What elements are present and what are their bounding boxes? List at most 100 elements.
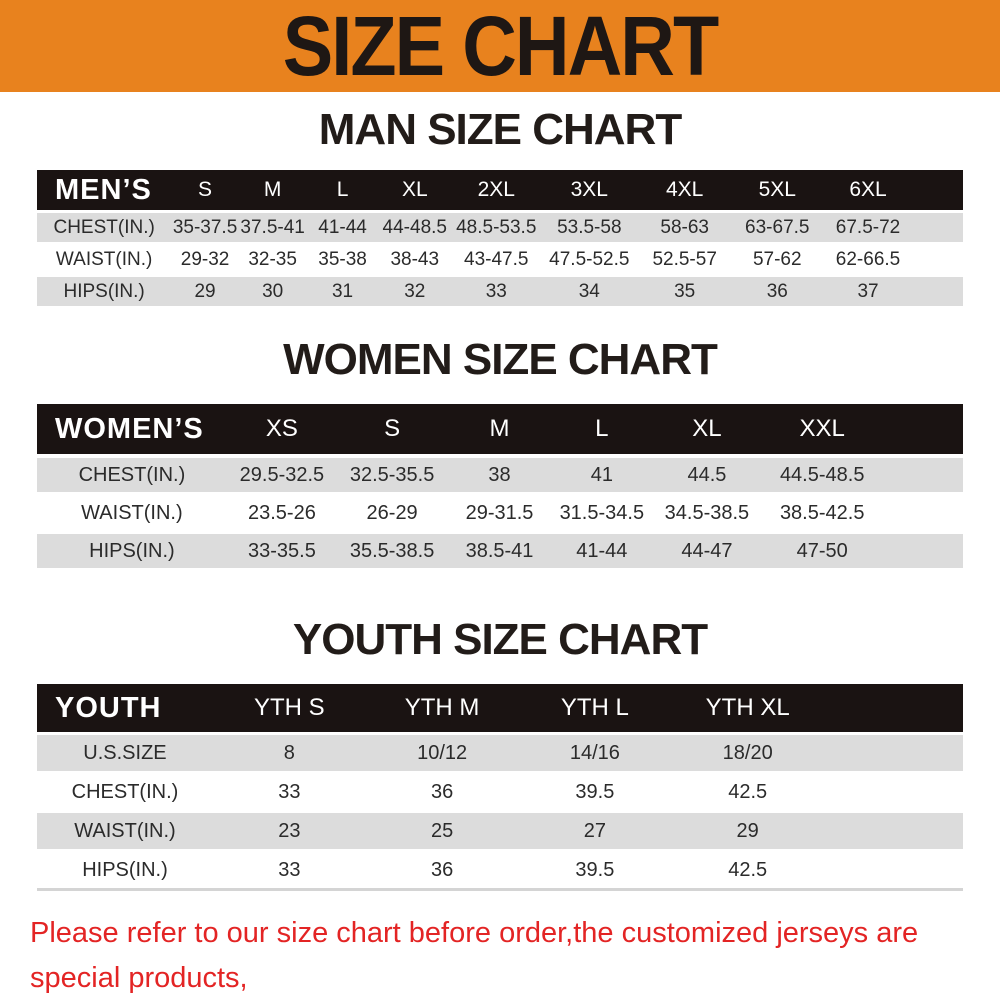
value-cell: 37 bbox=[822, 274, 914, 306]
value-cell: 47.5-52.5 bbox=[541, 242, 637, 276]
value-cell: 44.5-48.5 bbox=[762, 454, 883, 494]
value-cell: 42.5 bbox=[671, 849, 825, 891]
value-cell: 25 bbox=[365, 810, 519, 851]
youth-section-title: YOUTH SIZE CHART bbox=[292, 615, 708, 664]
value-cell: 36 bbox=[365, 771, 519, 812]
value-cell: 35-38 bbox=[306, 242, 379, 276]
banner: SIZE CHART bbox=[0, 0, 1000, 92]
table-row: WAIST(IN.) 29-32 32-35 35-38 38-43 43-47… bbox=[37, 242, 963, 276]
row-label: WAIST(IN.) bbox=[37, 242, 172, 276]
row-label: HIPS(IN.) bbox=[37, 530, 227, 568]
size-column-header: XL bbox=[378, 170, 451, 212]
size-column-header: S bbox=[337, 404, 448, 456]
filler-cell bbox=[882, 404, 963, 456]
size-column-header: L bbox=[306, 170, 379, 212]
filler-cell bbox=[824, 810, 963, 851]
value-cell: 26-29 bbox=[337, 492, 448, 532]
size-column-header: S bbox=[171, 170, 239, 212]
filler-cell bbox=[882, 454, 963, 494]
row-label: WAIST(IN.) bbox=[37, 492, 227, 532]
row-label: U.S.SIZE bbox=[37, 732, 213, 773]
value-cell: 38-43 bbox=[378, 242, 451, 276]
filler-cell bbox=[824, 732, 963, 773]
filler-cell bbox=[824, 684, 963, 734]
value-cell: 67.5-72 bbox=[822, 210, 914, 244]
value-cell: 36 bbox=[365, 849, 519, 891]
table-row: U.S.SIZE 8 10/12 14/16 18/20 bbox=[37, 732, 963, 773]
value-cell: 44-48.5 bbox=[378, 210, 451, 244]
table-row: CHEST(IN.) 33 36 39.5 42.5 bbox=[37, 771, 963, 812]
value-cell: 32-35 bbox=[238, 242, 307, 276]
value-cell: 32 bbox=[378, 274, 451, 306]
disclaimer-line-1: Please refer to our size chart before or… bbox=[30, 917, 919, 994]
value-cell: 38.5-41 bbox=[447, 530, 552, 568]
size-column-header: YTH M bbox=[365, 684, 519, 734]
women-header-label: WOMEN’S bbox=[37, 404, 227, 456]
men-header-label: MEN’S bbox=[37, 170, 172, 212]
size-column-header: 4XL bbox=[637, 170, 733, 212]
value-cell: 53.5-58 bbox=[541, 210, 637, 244]
value-cell: 44-47 bbox=[651, 530, 763, 568]
men-size-table: MEN’S S M L XL 2XL 3XL 4XL 5XL 6XL CHEST… bbox=[37, 170, 963, 306]
men-table-header: MEN’S S M L XL 2XL 3XL 4XL 5XL 6XL bbox=[37, 170, 963, 212]
table-row: CHEST(IN.) 29.5-32.5 32.5-35.5 38 41 44.… bbox=[37, 454, 963, 494]
value-cell: 63-67.5 bbox=[732, 210, 823, 244]
women-size-table: WOMEN’S XS S M L XL XXL CHEST(IN.) 29.5-… bbox=[37, 404, 963, 568]
value-cell: 37.5-41 bbox=[238, 210, 307, 244]
youth-size-table: YOUTH YTH S YTH M YTH L YTH XL U.S.SIZE … bbox=[37, 684, 963, 891]
filler-cell bbox=[824, 849, 963, 891]
value-cell: 34.5-38.5 bbox=[651, 492, 763, 532]
page-title: SIZE CHART bbox=[282, 0, 720, 94]
value-cell: 31 bbox=[306, 274, 379, 306]
value-cell: 35-37.5 bbox=[171, 210, 239, 244]
value-cell: 43-47.5 bbox=[450, 242, 542, 276]
size-column-header: XXL bbox=[762, 404, 883, 456]
value-cell: 29-32 bbox=[171, 242, 239, 276]
table-row: HIPS(IN.) 33 36 39.5 42.5 bbox=[37, 849, 963, 891]
table-header-row: WOMEN’S XS S M L XL XXL bbox=[37, 404, 963, 456]
value-cell: 52.5-57 bbox=[637, 242, 733, 276]
size-column-header: M bbox=[238, 170, 307, 212]
value-cell: 33 bbox=[450, 274, 542, 306]
value-cell: 42.5 bbox=[671, 771, 825, 812]
value-cell: 29 bbox=[171, 274, 239, 306]
value-cell: 38 bbox=[447, 454, 552, 494]
table-row: CHEST(IN.) 35-37.5 37.5-41 41-44 44-48.5… bbox=[37, 210, 963, 244]
value-cell: 62-66.5 bbox=[822, 242, 914, 276]
table-header-row: YOUTH YTH S YTH M YTH L YTH XL bbox=[37, 684, 963, 734]
filler-cell bbox=[882, 530, 963, 568]
table-row: HIPS(IN.) 33-35.5 35.5-38.5 38.5-41 41-4… bbox=[37, 530, 963, 568]
size-column-header: 2XL bbox=[450, 170, 542, 212]
value-cell: 29.5-32.5 bbox=[226, 454, 338, 494]
size-column-header: 3XL bbox=[541, 170, 637, 212]
size-column-header: YTH L bbox=[518, 684, 672, 734]
filler-cell bbox=[913, 210, 963, 244]
size-column-header: XS bbox=[226, 404, 338, 456]
filler-cell bbox=[913, 170, 963, 212]
value-cell: 44.5 bbox=[651, 454, 763, 494]
value-cell: 48.5-53.5 bbox=[450, 210, 542, 244]
value-cell: 39.5 bbox=[518, 849, 672, 891]
row-label: HIPS(IN.) bbox=[37, 274, 172, 306]
table-header-row: MEN’S S M L XL 2XL 3XL 4XL 5XL 6XL bbox=[37, 170, 963, 212]
row-label: CHEST(IN.) bbox=[37, 454, 227, 494]
size-column-header: YTH S bbox=[212, 684, 366, 734]
filler-cell bbox=[882, 492, 963, 532]
value-cell: 35 bbox=[637, 274, 733, 306]
row-label: HIPS(IN.) bbox=[37, 849, 213, 891]
value-cell: 8 bbox=[212, 732, 366, 773]
youth-header-label: YOUTH bbox=[37, 684, 213, 734]
size-column-header: XL bbox=[651, 404, 763, 456]
table-row: WAIST(IN.) 23 25 27 29 bbox=[37, 810, 963, 851]
disclaimer: Please refer to our size chart before or… bbox=[30, 911, 1000, 1000]
value-cell: 30 bbox=[238, 274, 307, 306]
value-cell: 23 bbox=[212, 810, 366, 851]
table-row: HIPS(IN.) 29 30 31 32 33 34 35 36 37 bbox=[37, 274, 963, 306]
row-label: CHEST(IN.) bbox=[37, 210, 172, 244]
value-cell: 33-35.5 bbox=[226, 530, 338, 568]
size-column-header: M bbox=[447, 404, 552, 456]
value-cell: 14/16 bbox=[518, 732, 672, 773]
value-cell: 35.5-38.5 bbox=[337, 530, 448, 568]
men-section-title: MAN SIZE CHART bbox=[318, 105, 682, 154]
